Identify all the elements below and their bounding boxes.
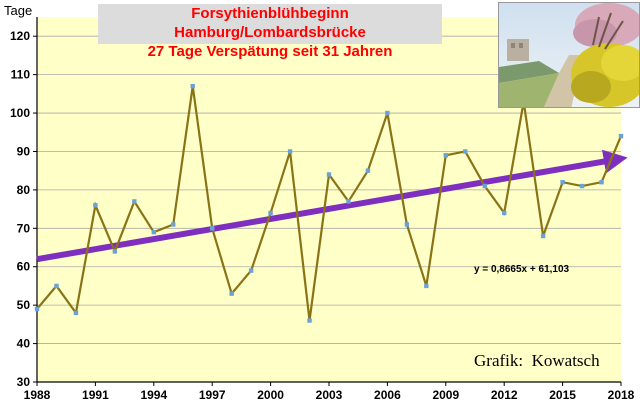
x-tick-label: 2000 <box>257 388 284 402</box>
y-tick-label: 90 <box>17 144 31 158</box>
data-point <box>229 291 234 296</box>
data-point <box>132 199 137 204</box>
trend-line <box>36 149 628 263</box>
data-point <box>268 210 273 216</box>
data-point <box>112 249 118 254</box>
data-point <box>54 283 59 289</box>
y-tick-label: 100 <box>10 106 30 120</box>
x-tick-label: 2006 <box>374 388 401 402</box>
x-tick-label: 2012 <box>491 388 518 402</box>
data-point <box>618 133 624 139</box>
x-tick-label: 1991 <box>82 388 109 402</box>
data-point <box>210 226 215 231</box>
data-point <box>502 210 507 216</box>
data-point <box>326 172 332 177</box>
data-point <box>540 233 546 239</box>
data-point <box>599 180 604 185</box>
y-tick-label: 80 <box>17 183 31 197</box>
data-point <box>365 168 371 173</box>
y-tick-label: 60 <box>17 260 31 274</box>
data-point <box>560 180 565 185</box>
x-tick-label: 2003 <box>316 388 343 402</box>
y-tick-label: 50 <box>17 298 31 312</box>
x-tick-label: 1997 <box>199 388 226 402</box>
axes: 30 40 50 60 70 80 90 100 110 120 1988 1991 1994 1997 2… <box>10 17 635 402</box>
y-tick-label: 40 <box>17 337 31 351</box>
data-point <box>190 83 195 89</box>
chart-credit: Grafik: Kowatsch <box>474 351 600 370</box>
trendline-group <box>36 149 628 263</box>
data-point <box>443 153 448 158</box>
data-point <box>346 199 351 204</box>
y-tick-label: 30 <box>17 375 31 389</box>
data-point <box>151 229 156 235</box>
data-point <box>307 318 312 323</box>
data-point <box>248 268 254 273</box>
x-tick-label: 1988 <box>24 388 51 402</box>
y-axis-label: Tage <box>4 3 32 18</box>
data-point <box>579 183 585 189</box>
chart-title: Forsythienblühbeginn Hamburg/Lombardsbrü… <box>174 5 366 41</box>
data-point <box>287 149 293 154</box>
data-point <box>34 306 40 312</box>
data-point <box>93 203 98 208</box>
forsythia-photo <box>498 2 640 108</box>
data-point <box>171 222 176 227</box>
x-tick-label: 1994 <box>140 388 167 402</box>
data-point <box>73 310 79 316</box>
data-point <box>385 110 390 116</box>
y-tick-label: 70 <box>17 221 31 235</box>
y-tick-label: 110 <box>11 68 31 82</box>
data-point <box>482 183 487 189</box>
title-box: Forsythienblühbeginn Hamburg/Lombardsbrü… <box>98 4 442 60</box>
data-point <box>463 149 468 154</box>
chart-subtitle: 27 Tage Verspätung seit 31 Jahren <box>147 43 393 60</box>
x-tick-label: 2015 <box>549 388 576 402</box>
y-tick-label: 120 <box>10 29 30 43</box>
x-tick-label: 2018 <box>608 388 635 402</box>
trend-equation: y = 0,8665x + 61,103 <box>474 264 570 275</box>
forsythia-photo-image <box>499 3 639 107</box>
data-point <box>404 222 410 227</box>
data-point <box>424 283 429 289</box>
x-tick-label: 2009 <box>432 388 459 402</box>
